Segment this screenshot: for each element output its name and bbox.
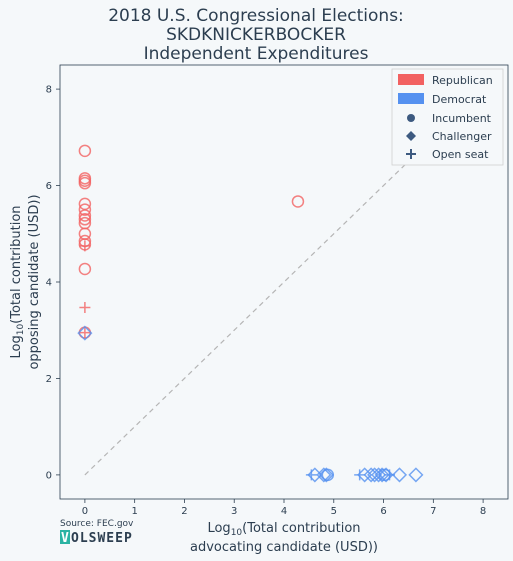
source-note: Source: FEC.gov <box>60 519 134 529</box>
legend-label-incumbent: Incumbent <box>432 112 492 125</box>
legend-icon-circle <box>407 114 415 122</box>
point-republican-incumbent <box>291 195 305 208</box>
x-tick-label: 4 <box>281 506 287 517</box>
point-republican-incumbent <box>78 176 92 190</box>
legend-label-democrat: Democrat <box>432 93 487 106</box>
marker-incumbent <box>78 262 92 276</box>
point-democrat-challenger <box>408 467 424 483</box>
legend-label-open-seat: Open seat <box>432 148 489 161</box>
legend-icon-plus <box>406 149 416 159</box>
point-democrat-challenger <box>371 467 387 483</box>
point-republican-open <box>79 302 91 314</box>
legend-label-republican: Republican <box>432 74 493 87</box>
y-axis-label-line-2: opposing candidate (USD)) <box>27 194 42 369</box>
marker-open <box>79 240 91 252</box>
logo-wordmark: OLSWEEP <box>71 531 133 546</box>
point-democrat-challenger <box>363 467 379 483</box>
x-tick-label: 3 <box>231 506 237 517</box>
point-democrat-challenger <box>357 467 373 483</box>
marker-incumbent <box>78 213 92 226</box>
legend-swatch-democrat <box>398 93 424 104</box>
point-democrat-challenger <box>378 467 394 483</box>
marker-challenger <box>77 325 93 341</box>
legend: Republican Democrat Incumbent Challenger Ope… <box>391 68 504 166</box>
x-tick-label: 8 <box>480 506 486 517</box>
x-tick-label: 6 <box>380 506 386 517</box>
marker-challenger <box>374 467 390 483</box>
logo-letter: V <box>61 531 70 546</box>
y-tick-label: 2 <box>46 374 52 385</box>
marker-challenger <box>391 467 408 483</box>
marker-challenger <box>316 467 332 483</box>
x-tick-label: 7 <box>430 506 436 517</box>
x-tick-label: 1 <box>131 506 137 517</box>
point-democrat-challenger <box>391 467 408 483</box>
axis-ticks: 0 1 2 3 4 5 6 7 8 0 2 4 6 8 <box>46 85 487 517</box>
marker-challenger <box>378 467 394 483</box>
point-republican-incumbent <box>78 203 92 216</box>
chart-title-line-3: Independent Expenditures <box>144 44 369 64</box>
marker-open <box>354 469 366 481</box>
point-democrat-open <box>354 469 366 481</box>
x-tick-label: 2 <box>181 506 187 517</box>
chart-title-line-2: SKDKNICKERBOCKER <box>166 25 346 45</box>
y-tick-label: 8 <box>46 85 52 96</box>
marker-challenger <box>357 467 373 483</box>
marker-challenger <box>408 467 424 483</box>
point-democrat-challenger <box>77 325 93 341</box>
marker-challenger <box>371 467 387 483</box>
marker-incumbent <box>78 144 92 158</box>
marker-incumbent <box>291 195 305 208</box>
point-republican-incumbent <box>78 213 92 226</box>
marker-incumbent <box>321 468 335 482</box>
marker-incumbent <box>78 176 92 190</box>
point-republican-incumbent <box>78 209 92 222</box>
marker-incumbent <box>78 203 92 216</box>
logo-badge <box>60 530 70 544</box>
x-tick-label: 0 <box>82 506 88 517</box>
legend-swatch-republican <box>398 74 424 85</box>
point-republican-open <box>79 240 91 252</box>
marker-incumbent <box>78 209 92 222</box>
point-republican-open <box>79 327 91 339</box>
y-tick-label: 0 <box>46 470 52 481</box>
point-democrat-challenger <box>374 467 390 483</box>
legend-label-challenger: Challenger <box>432 130 492 143</box>
marker-open <box>79 302 91 314</box>
volsweep-logo: V OLSWEEP <box>60 530 133 546</box>
x-axis-label-line-2: advocating candidate (USD)) <box>190 540 378 555</box>
point-republican-incumbent <box>78 262 92 276</box>
legend-icon-diamond <box>406 131 416 141</box>
marker-open <box>79 327 91 339</box>
point-democrat-incumbent <box>321 468 335 482</box>
marker-challenger <box>363 467 379 483</box>
point-democrat-challenger <box>316 467 332 483</box>
y-tick-label: 4 <box>46 278 52 289</box>
point-republican-incumbent <box>78 144 92 158</box>
y-axis-label-line-1: Log10(Total contribution <box>9 205 26 358</box>
x-tick-label: 5 <box>331 506 337 517</box>
chart-title-line-1: 2018 U.S. Congressional Elections: <box>108 6 404 26</box>
y-tick-label: 6 <box>46 181 52 192</box>
x-axis-label-line-1: Log10(Total contribution <box>207 521 360 538</box>
data-points <box>77 144 424 483</box>
